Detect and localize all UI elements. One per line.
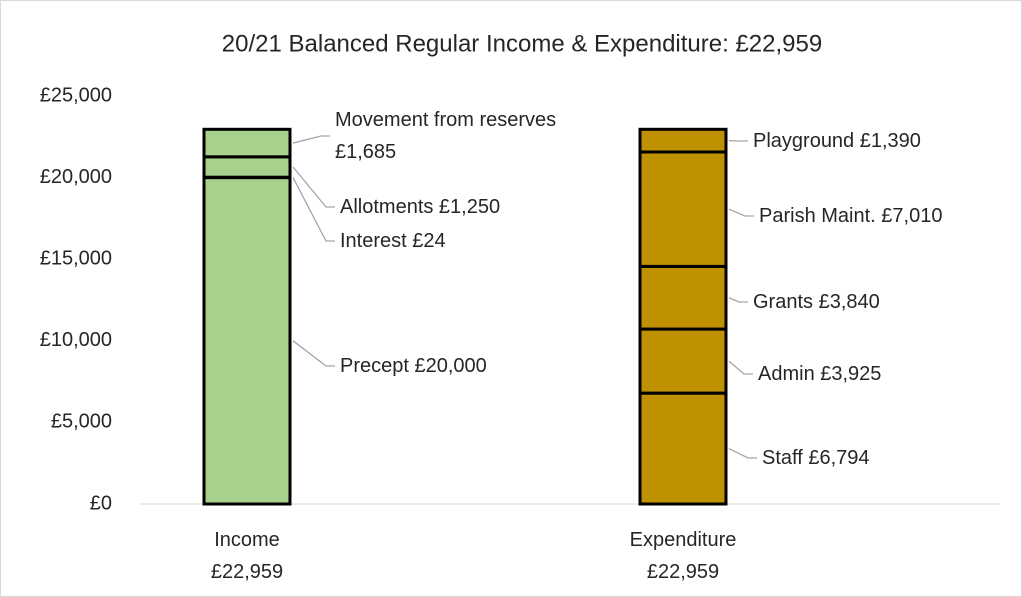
leader-line [728, 447, 757, 459]
y-tick-label: £10,000 [40, 329, 112, 351]
leader-line [292, 166, 335, 208]
data-label: Staff £6,794 [762, 447, 870, 469]
data-label: Parish Maint. £7,010 [759, 205, 943, 227]
leader-line [292, 177, 335, 242]
y-tick-label: £5,000 [51, 411, 112, 433]
leader-line [728, 360, 753, 375]
y-tick-label: £25,000 [40, 84, 112, 106]
leader-line [292, 340, 335, 367]
y-tick-label: £0 [90, 492, 112, 514]
y-tick-label: £20,000 [40, 166, 112, 188]
bar-segment [202, 176, 292, 506]
x-tick-label: Income £22,959 [210, 529, 284, 583]
leader-line [292, 135, 330, 144]
bar-segment [638, 327, 728, 395]
data-label: Admin £3,925 [758, 363, 882, 385]
bar-segment [202, 155, 292, 179]
bar-segment [638, 150, 728, 268]
data-label: Grants £3,840 [753, 291, 880, 313]
leader-line [728, 297, 748, 303]
data-label: Playground £1,390 [753, 130, 921, 152]
data-label: Allotments £1,250 [340, 196, 501, 218]
x-tick-label: Expenditure £22,959 [629, 529, 737, 583]
chart-title: 20/21 Balanced Regular Income & Expendit… [222, 30, 822, 57]
leader-line [728, 208, 754, 217]
bar-segment [202, 127, 292, 159]
bar-segment [638, 127, 728, 154]
bar-segment [638, 264, 728, 331]
y-tick-label: £15,000 [40, 247, 112, 269]
data-label: Precept £20,000 [340, 355, 487, 377]
data-label: Interest £24 [340, 230, 446, 252]
bar-segment [638, 391, 728, 506]
data-label: Movement from reserves £1,685 [335, 109, 557, 163]
